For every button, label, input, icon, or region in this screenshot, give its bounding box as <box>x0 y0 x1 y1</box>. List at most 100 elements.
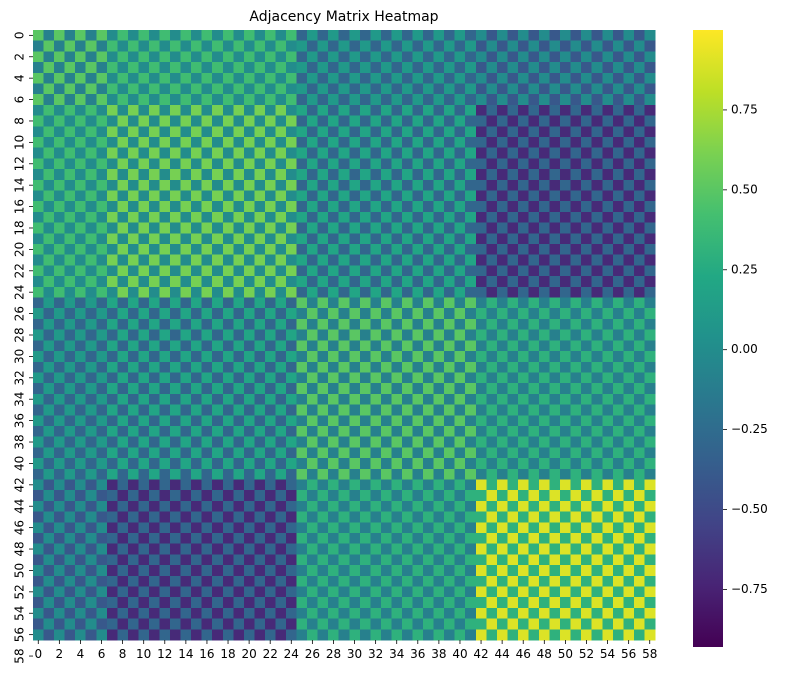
cell <box>75 104 87 117</box>
cell <box>380 190 392 202</box>
cell <box>602 137 614 149</box>
cell <box>286 575 298 587</box>
cell <box>54 351 66 363</box>
cell <box>222 137 234 149</box>
cell <box>581 179 593 192</box>
cell <box>454 126 466 138</box>
cell <box>623 276 635 288</box>
cell <box>233 30 245 42</box>
cell <box>296 554 308 566</box>
cell <box>254 201 266 213</box>
cell <box>423 276 435 288</box>
cell <box>222 30 234 42</box>
cell <box>602 511 614 523</box>
cell <box>370 522 382 534</box>
cell <box>307 190 319 202</box>
cell <box>201 94 213 106</box>
cell <box>180 575 192 587</box>
cell <box>401 265 414 277</box>
cell <box>317 72 329 85</box>
cell <box>117 308 129 320</box>
cell <box>623 565 635 577</box>
cell <box>433 597 445 609</box>
cell <box>591 436 603 448</box>
cell <box>549 211 561 224</box>
cell <box>307 479 319 491</box>
cell <box>275 190 287 202</box>
cell <box>75 532 87 545</box>
cell <box>507 468 519 480</box>
cell <box>570 490 582 502</box>
cell <box>54 222 66 234</box>
cell <box>43 447 55 459</box>
cell <box>570 351 582 363</box>
cell <box>496 490 508 502</box>
cell <box>138 94 150 106</box>
cell <box>180 126 192 138</box>
cell <box>570 244 582 256</box>
cell <box>64 361 76 373</box>
cell <box>286 458 298 470</box>
cell <box>591 351 603 363</box>
cell <box>328 286 340 299</box>
cell <box>412 532 424 545</box>
cell <box>570 425 582 438</box>
cell <box>380 554 392 566</box>
cell <box>264 126 276 138</box>
cell <box>370 597 382 609</box>
cell <box>243 500 255 513</box>
cell <box>401 565 414 577</box>
cell <box>54 115 66 127</box>
cell <box>380 94 392 106</box>
cell <box>401 554 414 566</box>
cell <box>159 62 171 74</box>
cell <box>243 565 255 577</box>
cell <box>286 361 298 373</box>
cell <box>233 629 245 641</box>
cell <box>380 30 392 42</box>
cell <box>401 575 414 587</box>
cell <box>602 94 614 106</box>
cell <box>412 265 424 277</box>
cell <box>486 147 498 159</box>
cell <box>644 115 656 127</box>
cell <box>43 254 55 266</box>
cell <box>528 532 540 545</box>
cell <box>560 244 572 256</box>
cell <box>454 72 466 85</box>
cell <box>54 554 66 566</box>
cell <box>475 383 487 395</box>
cell <box>317 586 329 598</box>
cell <box>570 340 582 352</box>
cell <box>264 404 276 416</box>
cell <box>191 244 203 256</box>
cell <box>307 286 319 299</box>
cell <box>33 318 45 331</box>
cell <box>307 169 319 181</box>
cell <box>138 51 150 63</box>
cell <box>54 415 66 427</box>
cell <box>359 565 371 577</box>
cell <box>54 276 66 288</box>
cell <box>486 554 498 566</box>
cell <box>338 500 350 513</box>
cell <box>243 543 255 555</box>
cell <box>412 511 424 523</box>
cell <box>423 222 435 234</box>
cell <box>517 158 529 170</box>
cell <box>117 522 129 534</box>
cell <box>644 468 656 480</box>
cell <box>623 115 635 127</box>
cell <box>75 351 87 363</box>
cell <box>117 458 129 470</box>
cell <box>581 597 593 609</box>
cell <box>496 147 508 159</box>
cell <box>264 425 276 438</box>
cell <box>85 383 97 395</box>
cell <box>75 51 87 63</box>
cell <box>191 586 203 598</box>
cell <box>591 490 603 502</box>
cell <box>412 104 424 117</box>
cell <box>317 425 329 438</box>
cell <box>496 72 508 85</box>
